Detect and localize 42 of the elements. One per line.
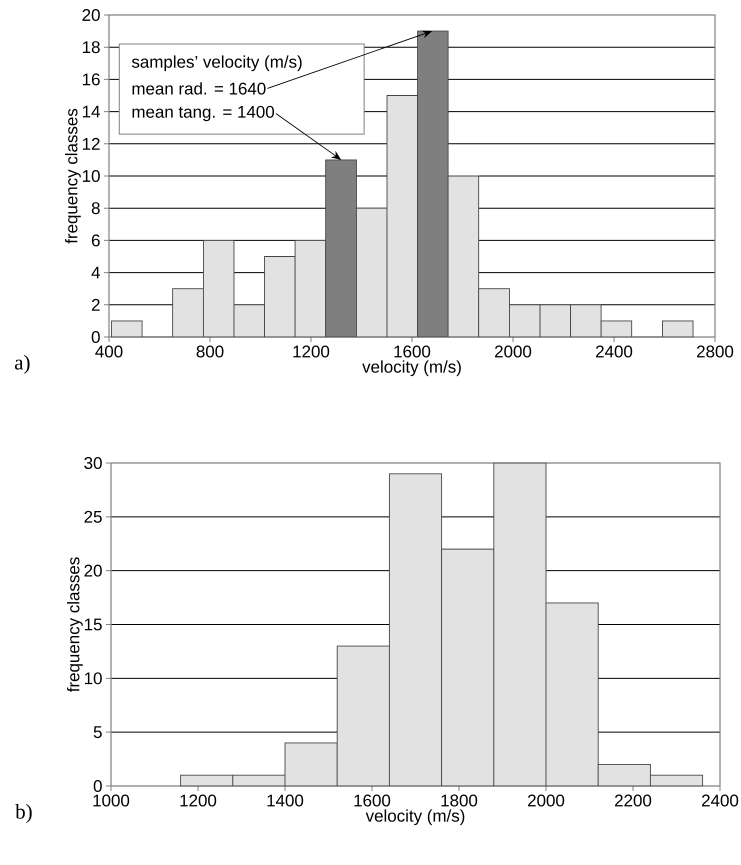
- y-tick-label: 20: [82, 8, 100, 21]
- x-tick-label: 1400: [267, 794, 304, 807]
- y-tick-label: 25: [84, 510, 102, 523]
- x-tick-label: 1200: [180, 794, 216, 807]
- y-tick-label: 16: [82, 73, 100, 86]
- annotation: mean rad. = 1640: [132, 82, 266, 95]
- x-tick-label: 2000: [495, 346, 532, 358]
- x-tick-label: 1600: [394, 346, 430, 358]
- annotation: samples’ velocity (m/s): [132, 55, 302, 72]
- x-tick-label: 1200: [293, 346, 330, 358]
- y-axis-title: frequency classes: [65, 108, 81, 244]
- x-tick-label: 2400: [702, 794, 738, 807]
- x-tick-label: 2200: [615, 794, 652, 807]
- x-tick-label: 1600: [354, 794, 390, 807]
- y-tick-label: 0: [94, 780, 102, 792]
- y-tick-label: 2: [92, 298, 100, 311]
- y-tick-label: 14: [82, 106, 100, 118]
- x-tick-label: 1800: [441, 794, 478, 807]
- y-tick-label: 10: [82, 170, 100, 182]
- y-tick-label: 10: [84, 672, 102, 684]
- y-tick-label: 0: [92, 330, 100, 343]
- y-tick-label: 5: [94, 726, 102, 738]
- y-tick-label: 4: [91, 266, 100, 278]
- text: a): [14, 354, 30, 374]
- text: b): [15, 804, 32, 823]
- x-tick-label: 1000: [93, 794, 130, 807]
- y-tick-label: 8: [92, 202, 100, 214]
- annotation: mean tang. = 1400: [132, 106, 274, 122]
- x-tick-label: 800: [196, 346, 224, 358]
- y-tick-label: 30: [84, 456, 102, 469]
- x-axis-title: velocity (m/s): [362, 360, 461, 376]
- x-tick-label: 400: [95, 346, 122, 358]
- x-tick-label: 2800: [697, 346, 734, 358]
- y-tick-label: 12: [82, 138, 100, 150]
- x-tick-label: 2000: [528, 794, 564, 807]
- y-tick-label: 18: [82, 41, 100, 54]
- y-axis-title: frequency classes: [67, 557, 83, 692]
- y-tick-label: 20: [84, 564, 102, 577]
- y-tick-label: 6: [92, 234, 100, 246]
- y-tick-label: 15: [84, 618, 102, 630]
- x-tick-label: 2400: [596, 346, 632, 358]
- x-axis-title: velocity (m/s): [366, 809, 464, 826]
